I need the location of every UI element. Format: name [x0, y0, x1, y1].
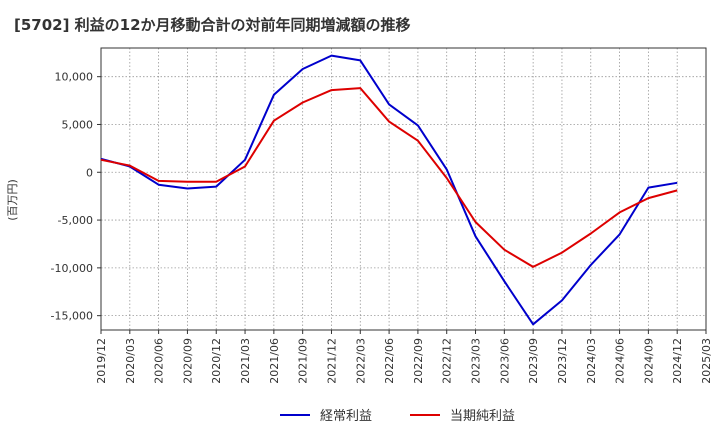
y-tick-label: 10,000 — [55, 71, 94, 84]
series-line — [100, 87, 678, 268]
x-tick-label: 2022/06 — [383, 338, 396, 384]
y-tick-label: 0 — [86, 166, 93, 179]
x-tick-label: 2022/09 — [412, 338, 425, 384]
x-tick-label: 2021/03 — [239, 338, 252, 384]
gridlines — [101, 48, 706, 330]
x-tick-label: 2024/12 — [671, 338, 684, 384]
legend-label: 経常利益 — [320, 409, 372, 424]
series-lines — [100, 54, 678, 326]
y-tick-label: -5,000 — [58, 214, 93, 227]
x-tick-label: 2023/09 — [527, 338, 540, 384]
x-tick-label: 2021/09 — [297, 338, 310, 384]
y-axis-title: (百万円) — [6, 179, 19, 221]
x-tick-label: 2022/03 — [354, 338, 367, 384]
y-axis-ticks: -15,000 -10,000 -5,000 0 5,000 10,000 — [51, 71, 101, 323]
y-tick-label: 5,000 — [62, 118, 94, 131]
y-tick-label: -10,000 — [51, 262, 93, 275]
x-tick-label: 2021/12 — [325, 338, 338, 384]
x-tick-label: 2024/03 — [585, 338, 598, 384]
x-tick-label: 2022/12 — [441, 338, 454, 384]
x-tick-label: 2020/12 — [210, 338, 223, 384]
legend: 経常利益 当期純利益 — [280, 409, 515, 424]
series-line — [100, 54, 678, 326]
x-tick-label: 2023/12 — [556, 338, 569, 384]
x-tick-label: 2025/03 — [700, 338, 713, 384]
x-tick-label: 2023/03 — [470, 338, 483, 384]
x-tick-label: 2024/09 — [642, 338, 655, 384]
x-tick-label: 2020/03 — [124, 338, 137, 384]
x-tick-label: 2024/06 — [614, 338, 627, 384]
x-axis-ticks: 2019/12 2020/03 2020/06 2020/09 2020/12 2021/… — [95, 330, 713, 384]
y-tick-label: -15,000 — [51, 310, 93, 323]
legend-label: 当期純利益 — [450, 409, 515, 424]
x-tick-label: 2019/12 — [95, 338, 108, 384]
x-tick-label: 2020/09 — [181, 338, 194, 384]
x-tick-label: 2023/06 — [498, 338, 511, 384]
x-tick-label: 2021/06 — [268, 338, 281, 384]
plot-area-frame — [100, 47, 707, 331]
x-tick-label: 2020/06 — [153, 338, 166, 384]
chart-title: [5702] 利益の12か月移動合計の対前年同期増減額の推移 — [14, 16, 411, 34]
